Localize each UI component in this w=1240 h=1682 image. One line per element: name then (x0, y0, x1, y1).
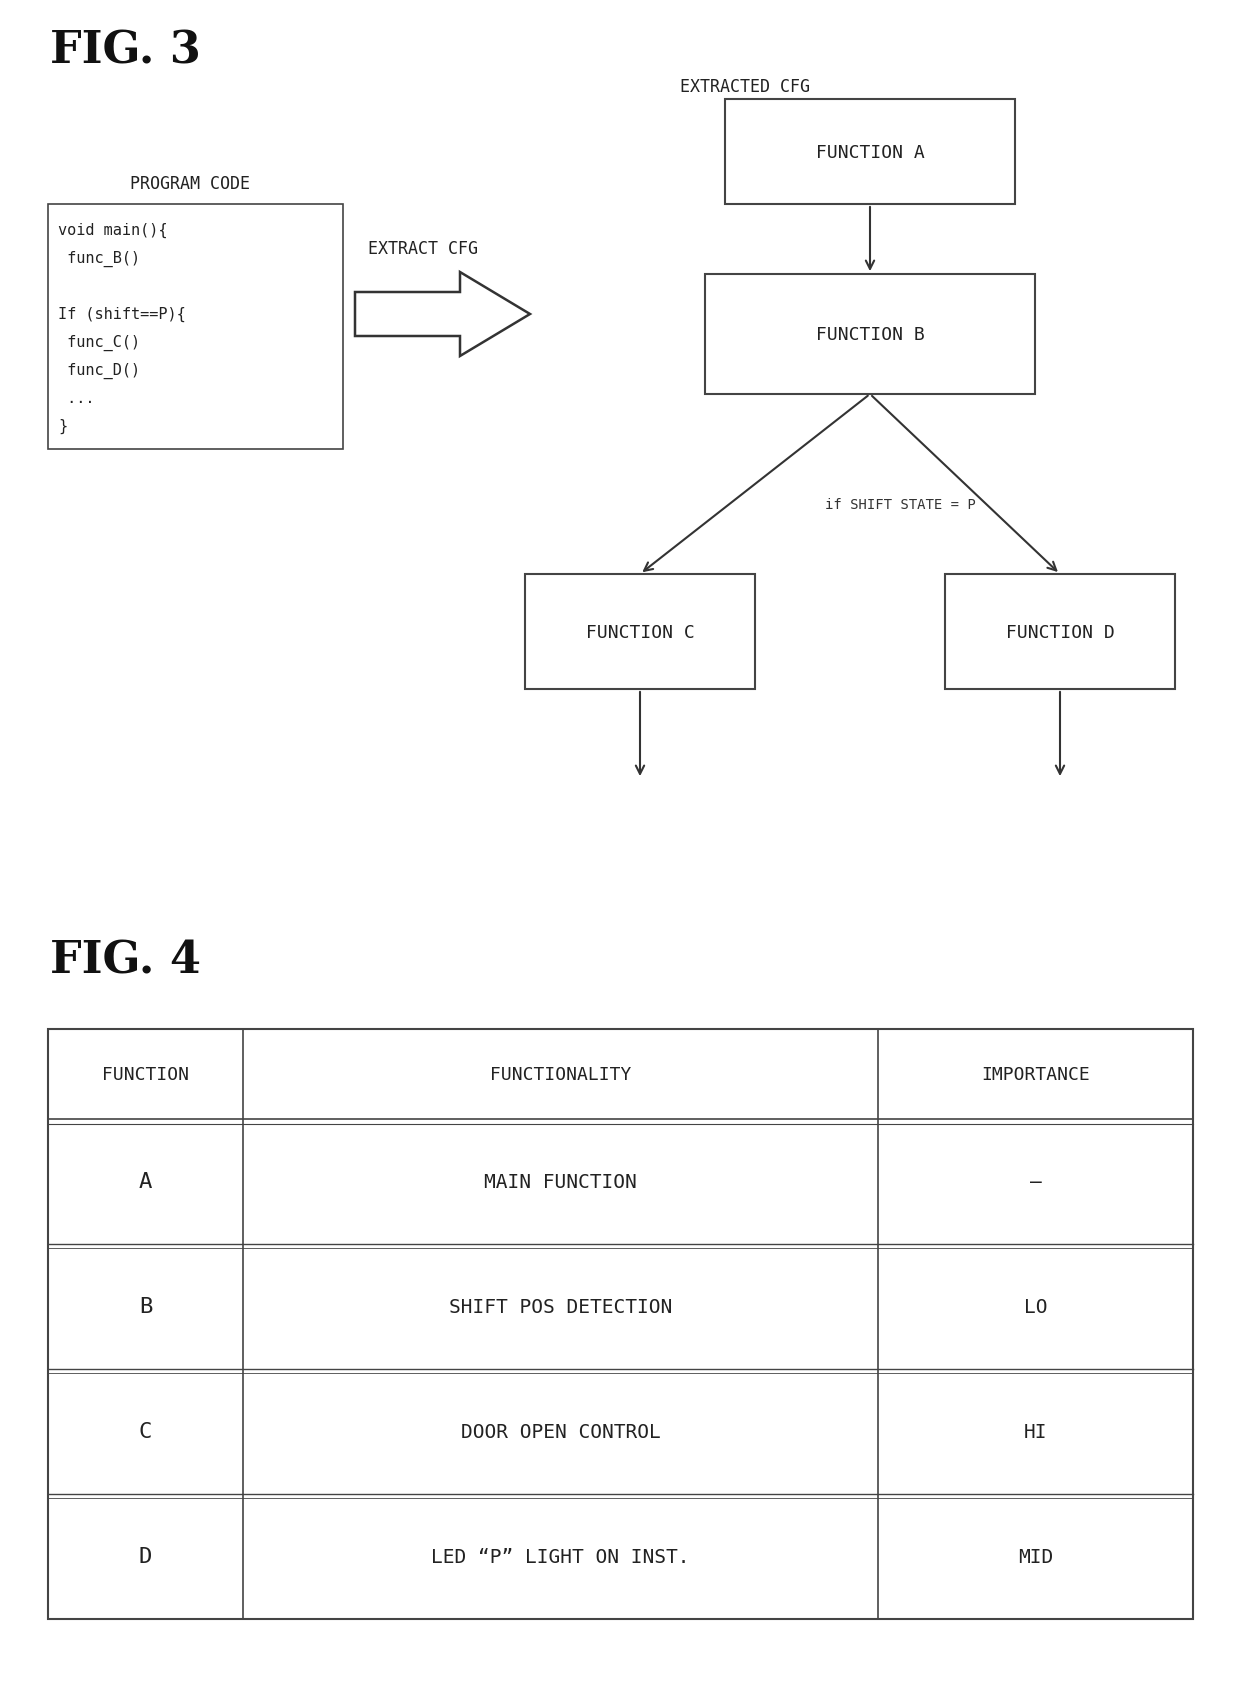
Text: A: A (139, 1172, 153, 1193)
Bar (945, 575, 1176, 690)
Polygon shape (355, 272, 529, 357)
Text: SHIFT POS DETECTION: SHIFT POS DETECTION (449, 1297, 672, 1317)
Text: FUNCTION: FUNCTION (102, 1065, 188, 1083)
Text: D: D (139, 1546, 153, 1566)
Text: —: — (1029, 1172, 1042, 1191)
Text: EXTRACTED CFG: EXTRACTED CFG (680, 77, 810, 96)
Text: LED “P” LIGHT ON INST.: LED “P” LIGHT ON INST. (432, 1547, 689, 1566)
Text: PROGRAM CODE: PROGRAM CODE (130, 175, 250, 193)
Text: LO: LO (1024, 1297, 1048, 1317)
Text: ...: ... (58, 390, 94, 405)
Text: func_C(): func_C() (58, 335, 140, 352)
Text: FUNCTION B: FUNCTION B (816, 326, 924, 343)
Text: func_D(): func_D() (58, 363, 140, 378)
Text: if SHIFT STATE = P: if SHIFT STATE = P (825, 498, 976, 511)
Text: HI: HI (1024, 1423, 1048, 1441)
Text: FUNCTION C: FUNCTION C (585, 622, 694, 641)
Text: If (shift==P){: If (shift==P){ (58, 306, 186, 321)
Bar (48, 1029, 1193, 1620)
Text: func_B(): func_B() (58, 251, 140, 267)
Text: FIG. 3: FIG. 3 (50, 30, 201, 72)
Text: void main(){: void main(){ (58, 224, 167, 239)
Text: MAIN FUNCTION: MAIN FUNCTION (484, 1172, 637, 1191)
Bar (725, 99, 1016, 205)
Text: B: B (139, 1297, 153, 1317)
Text: IMPORTANCE: IMPORTANCE (981, 1065, 1090, 1083)
Text: EXTRACT CFG: EXTRACT CFG (368, 241, 477, 257)
Bar (706, 274, 1035, 395)
Text: FIG. 4: FIG. 4 (50, 940, 201, 982)
Bar (48, 205, 343, 449)
Text: FUNCTION D: FUNCTION D (1006, 622, 1115, 641)
Text: DOOR OPEN CONTROL: DOOR OPEN CONTROL (460, 1423, 661, 1441)
Text: FUNCTION A: FUNCTION A (816, 143, 924, 161)
Bar (525, 575, 755, 690)
Text: MID: MID (1018, 1547, 1053, 1566)
Text: FUNCTIONALITY: FUNCTIONALITY (490, 1065, 631, 1083)
Text: C: C (139, 1421, 153, 1441)
Text: }: } (58, 419, 67, 434)
